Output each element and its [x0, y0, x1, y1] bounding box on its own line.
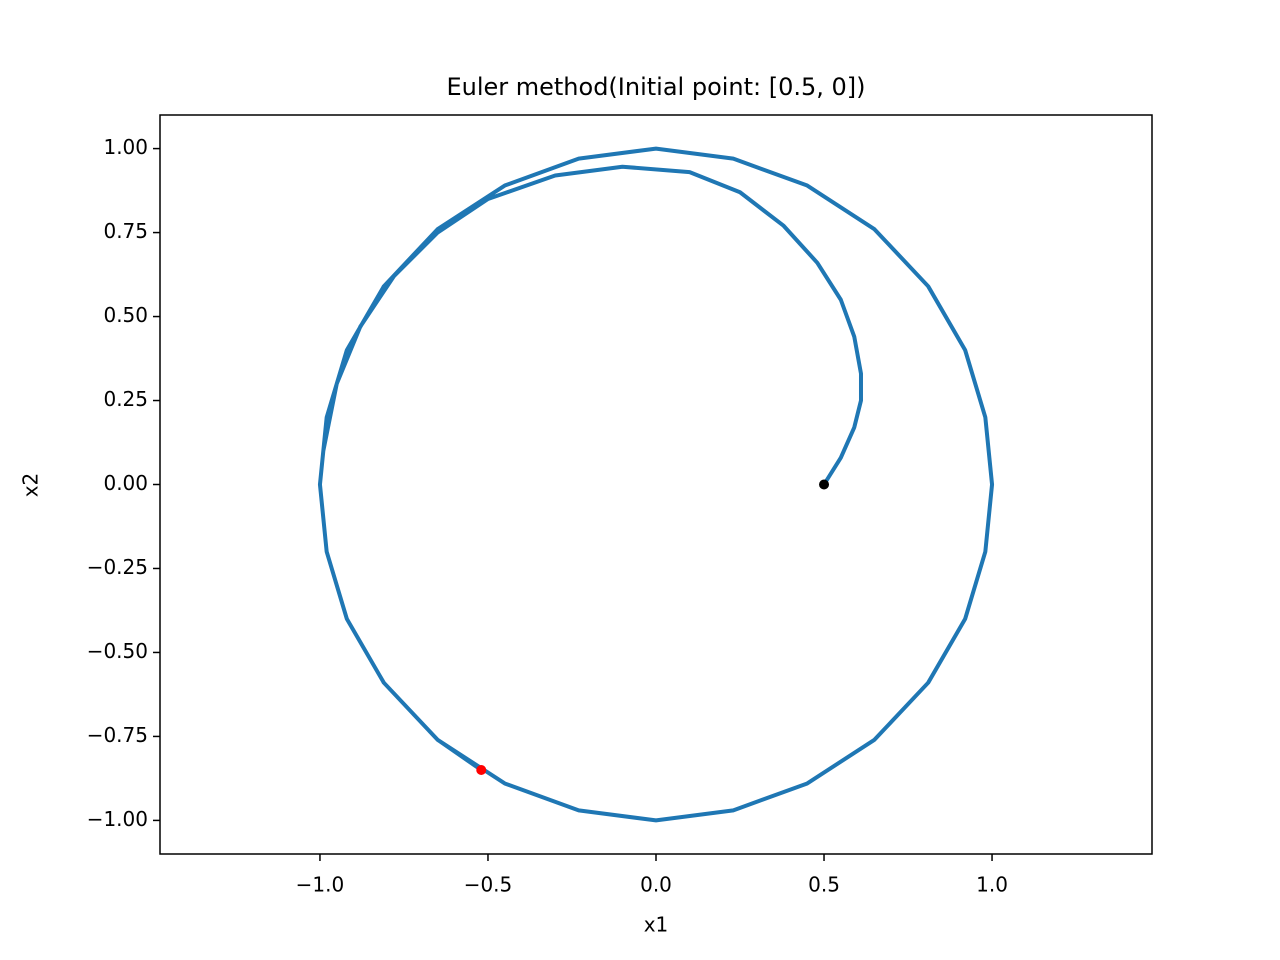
- y-tick-label: 1.00: [103, 135, 148, 159]
- trajectory-line: [317, 146, 995, 823]
- x-tick-label: −0.5: [464, 873, 513, 897]
- y-tick-label: −0.75: [87, 723, 148, 747]
- x-tick-label: 0.5: [808, 873, 840, 897]
- y-tick-label: 0.25: [103, 387, 148, 411]
- x-axis-label: x1: [644, 913, 669, 937]
- y-axis-label: x2: [19, 473, 43, 498]
- point-marker: [819, 479, 830, 490]
- plot-frame: [159, 114, 1153, 855]
- point-marker: [476, 765, 487, 776]
- y-tick-label: −0.25: [87, 555, 148, 579]
- y-tick-label: 0.00: [103, 471, 148, 495]
- x-tick-label: −1.0: [296, 873, 345, 897]
- y-tick-label: 0.50: [103, 303, 148, 327]
- y-tick-label: −1.00: [87, 807, 148, 831]
- chart-title: Euler method(Initial point: [0.5, 0]): [446, 73, 865, 101]
- y-tick-label: −0.50: [87, 639, 148, 663]
- x-tick-label: 1.0: [976, 873, 1008, 897]
- y-tick-label: 0.75: [103, 219, 148, 243]
- x-tick-label: 0.0: [640, 873, 672, 897]
